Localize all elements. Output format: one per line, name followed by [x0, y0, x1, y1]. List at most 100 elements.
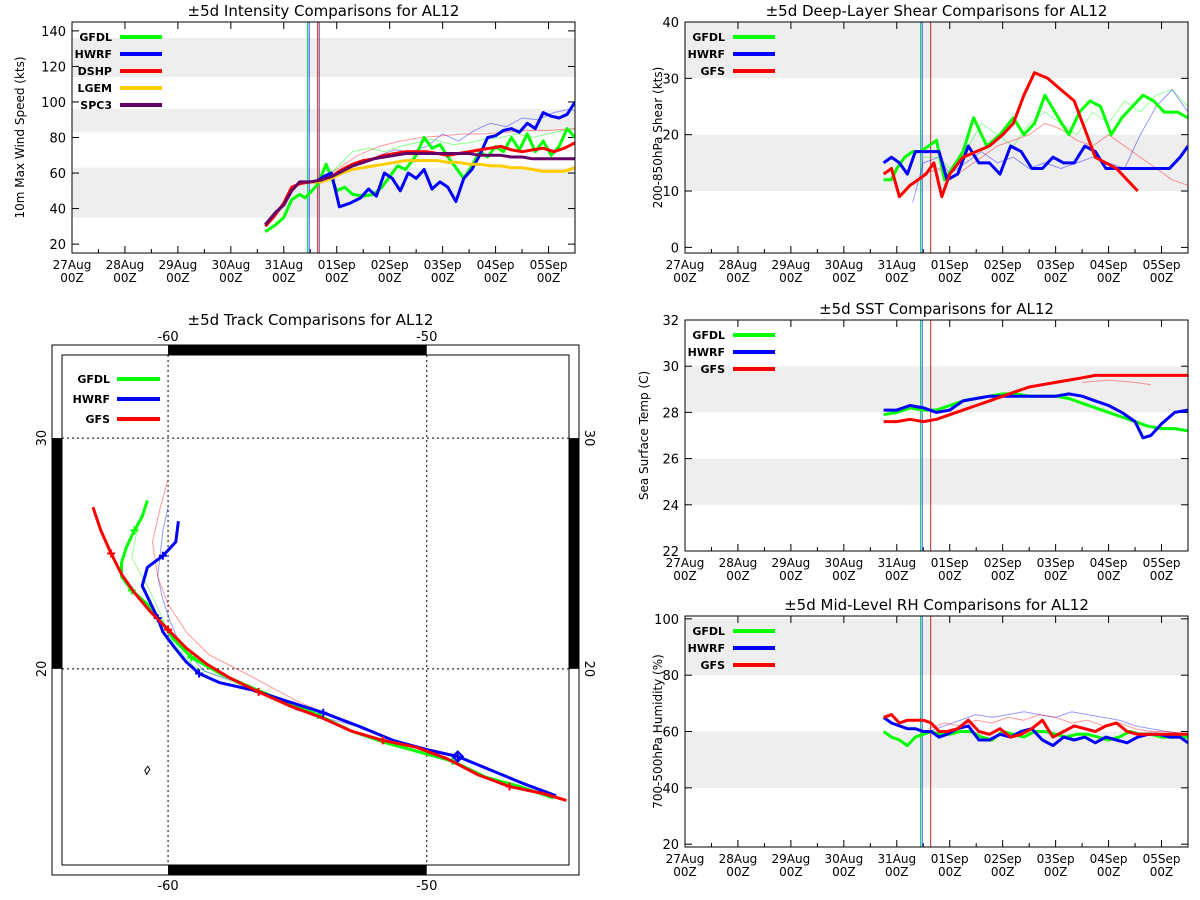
chart-title: ±5d Track Comparisons for AL12 [188, 311, 434, 329]
x-tick-label-hour: 00Z [378, 271, 402, 285]
x-tick-label-hour: 00Z [991, 865, 1015, 879]
y-tick-label: 40 [49, 203, 66, 218]
map-border-bar [569, 438, 579, 669]
series-line-gfs-thin [923, 122, 1188, 186]
x-tick-label-hour: 00Z [60, 271, 84, 285]
x-tick-label-hour: 00Z [325, 271, 349, 285]
track-position-mark [187, 653, 196, 662]
x-tick-label-hour: 00Z [991, 569, 1015, 583]
x-tick-label-day: 29Aug [772, 852, 811, 866]
legend-label: GFS [701, 363, 726, 376]
y-tick-label: 100 [654, 613, 679, 628]
track-position-mark [319, 708, 328, 717]
x-tick-label-day: 05Sep [530, 258, 568, 272]
map-outer-frame [51, 344, 580, 876]
legend-label: HWRF [73, 393, 110, 406]
legend-label: GFS [701, 65, 726, 78]
lat-label-left: 20 [35, 661, 50, 678]
x-tick-label-day: 31Aug [877, 556, 916, 570]
x-tick-label-day: 27Aug [666, 852, 705, 866]
x-tick-label-hour: 00Z [1150, 865, 1174, 879]
chart-title: ±5d Mid-Level RH Comparisons for AL12 [784, 596, 1089, 614]
series-line-gfs [882, 71, 1139, 199]
lat-label-left: 30 [35, 430, 50, 447]
x-tick-label-day: 31Aug [877, 852, 916, 866]
shade-band [685, 731, 1188, 788]
x-tick-label-day: 28Aug [719, 258, 758, 272]
y-tick-label: 40 [662, 782, 679, 797]
x-tick-label-hour: 00Z [726, 865, 750, 879]
x-tick-label-hour: 00Z [431, 271, 455, 285]
current-position-marker [451, 750, 465, 763]
y-tick-label: 0 [671, 241, 679, 256]
legend-label: HWRF [688, 642, 725, 655]
x-tick-label-day: 01Sep [931, 258, 969, 272]
x-tick-label-hour: 00Z [113, 271, 137, 285]
track-line-hwrf-thin [157, 507, 376, 732]
chart-intensity: ±5d Intensity Comparisons for AL12 10m Ma… [13, 2, 576, 285]
track-position-mark [158, 551, 167, 560]
plot-frame [71, 21, 576, 254]
x-tick-label-day: 31Aug [264, 258, 303, 272]
x-tick-label-hour: 00Z [832, 271, 856, 285]
x-tick-label-day: 01Sep [931, 556, 969, 570]
x-tick-label-hour: 00Z [1150, 271, 1174, 285]
x-tick-label-day: 27Aug [666, 258, 705, 272]
y-tick-label: 20 [49, 238, 66, 253]
track-line-gfs-thin [152, 479, 414, 748]
track-position-mark [107, 549, 116, 558]
x-tick-label-day: 29Aug [772, 258, 811, 272]
x-tick-label-hour: 00Z [673, 569, 697, 583]
series-line-dshp-thin [315, 128, 575, 183]
x-tick-label-day: 03Sep [1037, 852, 1075, 866]
x-tick-label-hour: 00Z [1150, 569, 1174, 583]
x-tick-label-hour: 00Z [938, 569, 962, 583]
x-tick-label-hour: 00Z [832, 569, 856, 583]
y-tick-label: 80 [49, 132, 66, 147]
x-tick-label-day: 01Sep [931, 852, 969, 866]
track-position-mark [195, 669, 204, 678]
x-tick-label-hour: 00Z [1097, 569, 1121, 583]
track-position-mark [130, 526, 139, 535]
x-tick-label-day: 05Sep [1143, 852, 1181, 866]
x-tick-label-hour: 00Z [673, 865, 697, 879]
lon-label-top: -60 [157, 330, 178, 345]
x-tick-label-day: 02Sep [984, 258, 1022, 272]
x-tick-label-day: 28Aug [106, 258, 145, 272]
series-line-gfdl [264, 127, 575, 233]
legend-label: DSHP [78, 65, 112, 78]
series-line-gfdl-thin [315, 128, 575, 183]
series-line-gfs [883, 713, 1188, 739]
series-line-lgem [310, 159, 575, 184]
x-tick-label-day: 28Aug [719, 852, 758, 866]
map-border-bar [168, 345, 427, 355]
y-tick-label: 22 [662, 545, 679, 560]
x-tick-label-day: 05Sep [1143, 556, 1181, 570]
shade-band [685, 458, 1188, 505]
x-tick-label-day: 30Aug [211, 258, 250, 272]
legend-label: LGEM [78, 82, 113, 95]
x-tick-label-hour: 00Z [219, 271, 243, 285]
y-axis-label: Sea Surface Temp (C) [637, 371, 651, 500]
chart-shear: ±5d Deep-Layer Shear Comparisons for AL1… [651, 2, 1189, 285]
x-tick-label-hour: 00Z [484, 271, 508, 285]
x-tick-label-hour: 00Z [272, 271, 296, 285]
y-tick-label: 100 [41, 96, 66, 111]
y-tick-label: 140 [41, 25, 66, 40]
x-tick-label-day: 04Sep [1090, 258, 1128, 272]
chart-track: ±5d Track Comparisons for AL12 -60 -60 -50 -… [35, 311, 596, 894]
chart-title: ±5d SST Comparisons for AL12 [819, 300, 1054, 318]
x-tick-label-hour: 00Z [779, 865, 803, 879]
map-inner-frame [61, 354, 570, 866]
legend-label: HWRF [75, 48, 112, 61]
x-tick-label-hour: 00Z [1097, 271, 1121, 285]
lon-label-bottom: -50 [416, 879, 437, 894]
plot-frame [684, 615, 1189, 848]
series-line-hwrf-thin [928, 711, 1188, 735]
chart-title: ±5d Intensity Comparisons for AL12 [188, 2, 460, 20]
x-tick-label-day: 30Aug [824, 556, 863, 570]
legend-label: GFDL [692, 31, 725, 44]
x-tick-label-hour: 00Z [1044, 271, 1068, 285]
shade-band [685, 366, 1188, 413]
series-line-hwrf [882, 144, 1188, 182]
